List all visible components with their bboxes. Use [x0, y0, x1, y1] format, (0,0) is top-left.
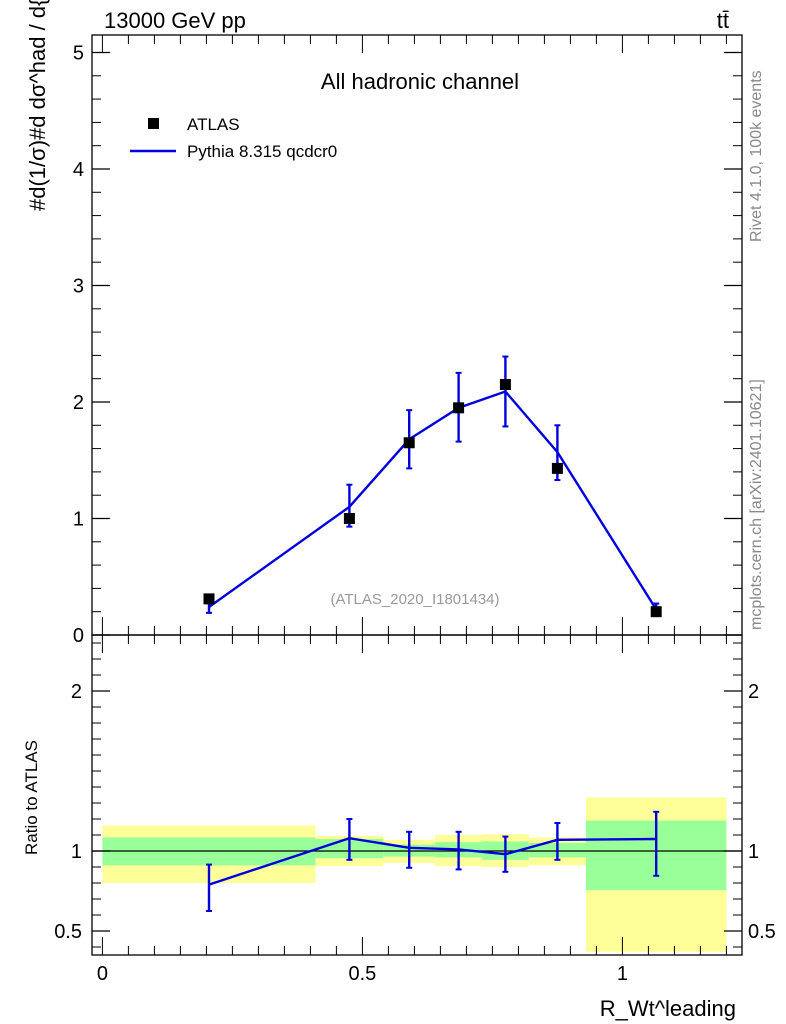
- y-tick-label: 4: [73, 159, 84, 181]
- y-tick-label: 3: [73, 275, 84, 297]
- x-tick-label: 0.5: [348, 963, 376, 985]
- ratio-y-tick-label-right: 2: [748, 681, 759, 703]
- mcplots-label: mcplots.cern.ch [arXiv:2401.10621]: [748, 379, 765, 630]
- x-tick-label: 0: [97, 963, 108, 985]
- ratio-y-axis-label: Ratio to ATLAS: [22, 740, 41, 855]
- y-tick-label: 5: [73, 42, 84, 64]
- legend-atlas-marker: [148, 118, 159, 129]
- atlas-point: [343, 512, 355, 524]
- atlas-point: [403, 437, 415, 449]
- atlas-point: [203, 593, 215, 605]
- ratio-y-tick-label: 0.5: [54, 921, 82, 943]
- ratio-panel: 0.5 0.5 1 1 2 2 0 0.5 1: [54, 634, 776, 985]
- ratio-ticks: 0.5 0.5 1 1 2 2 0 0.5 1: [54, 635, 776, 985]
- mc-line: [208, 390, 658, 611]
- atlas-point: [650, 606, 662, 618]
- legend-mc-label: Pythia 8.315 qcdcr0: [187, 142, 337, 161]
- svg-text:R_Wt^leading: R_Wt^leading: [600, 996, 736, 1021]
- atlas-point: [499, 379, 511, 391]
- legend: ATLAS Pythia 8.315 qcdcr0: [130, 115, 337, 161]
- x-axis-label: R_Wt^leading: [600, 996, 736, 1021]
- rivet-label: Rivet 4.1.0, 100k events: [748, 70, 765, 242]
- main-panel: 0 1 2 3 4 5: [73, 34, 743, 647]
- ratio-y-tick-label-right: 0.5: [748, 921, 776, 943]
- ratio-y-tick-label-right: 1: [748, 841, 759, 863]
- y-tick-label: 1: [73, 508, 84, 530]
- chart-title: All hadronic channel: [321, 69, 519, 94]
- energy-label: 13000 GeV pp: [104, 8, 246, 33]
- y-tick-label: 2: [73, 392, 84, 414]
- atlas-point: [551, 462, 563, 474]
- atlas-point: [453, 402, 465, 414]
- ratio-y-tick-label: 2: [71, 681, 82, 703]
- svg-text:#d(1/σ)#d dσ^had / d{R_Wt^lead: #d(1/σ)#d dσ^had / d{R_Wt^leading}: [25, 0, 50, 211]
- x-tick-label: 1: [617, 963, 628, 985]
- y-tick-label: 0: [73, 625, 84, 647]
- main-ticks: 0 1 2 3 4 5: [73, 35, 742, 647]
- y-axis-label: #d(1/σ)#d dσ^had / d{R_Wt^leading}: [25, 0, 50, 211]
- analysis-watermark: (ATLAS_2020_I1801434): [330, 591, 499, 608]
- ratio-y-tick-label: 1: [71, 841, 82, 863]
- legend-atlas-label: ATLAS: [187, 115, 240, 134]
- process-label: tt̄: [717, 8, 729, 33]
